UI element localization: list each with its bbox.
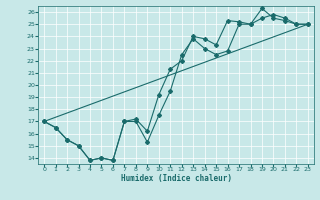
X-axis label: Humidex (Indice chaleur): Humidex (Indice chaleur) xyxy=(121,174,231,183)
